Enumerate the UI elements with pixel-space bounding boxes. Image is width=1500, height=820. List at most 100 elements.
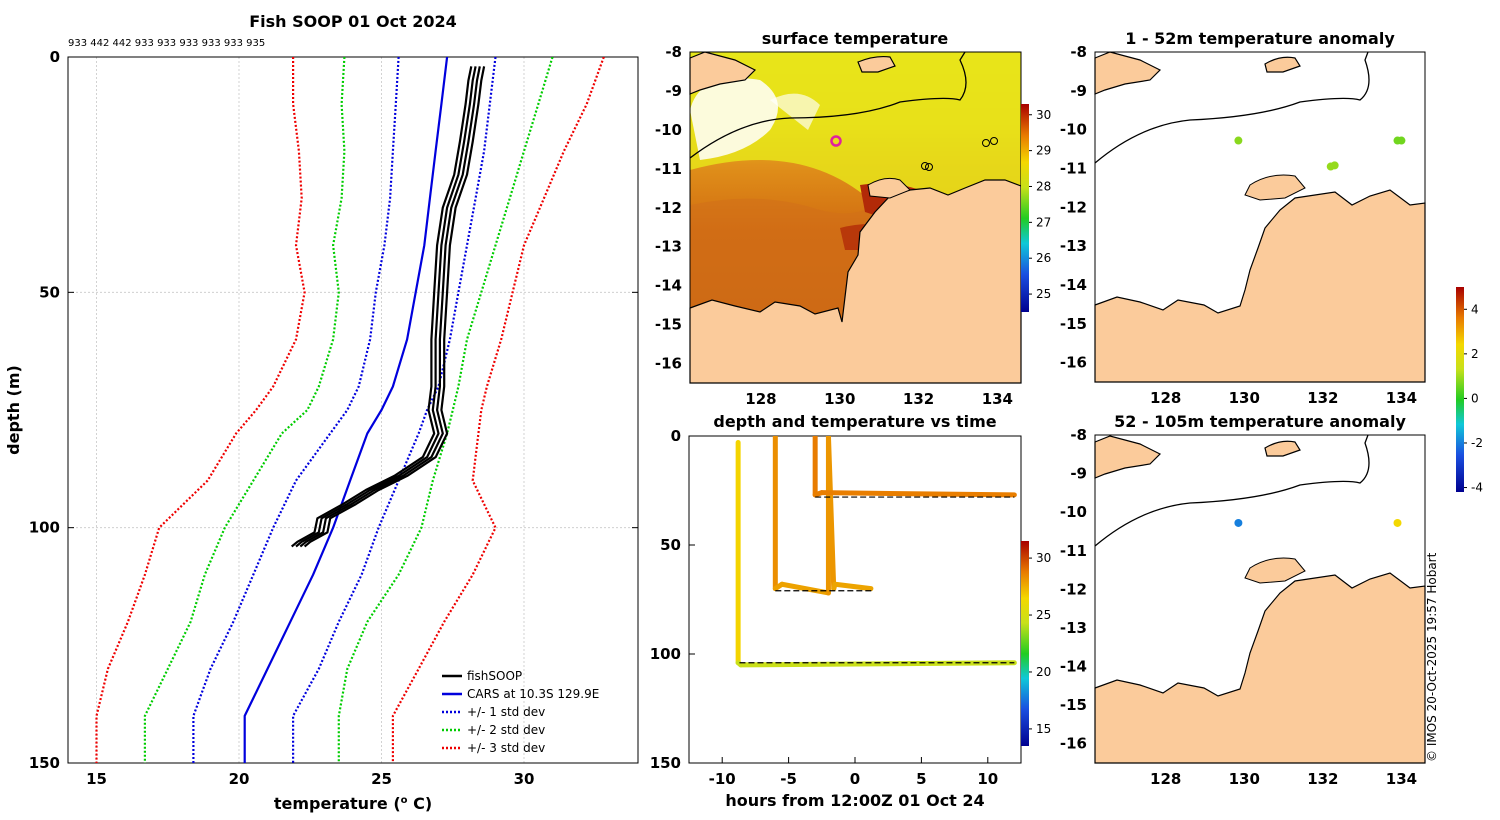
sst-land-island [857,55,896,73]
profile-std-line-lower [192,57,400,763]
sst-contour-blob-2 [990,137,998,145]
anomaly-colorbar-tick-label: 0 [1471,391,1479,405]
anomaly-upper-land-timor [1094,51,1162,95]
profile-std-line-upper [337,57,554,763]
profile-cars-line [243,57,449,763]
anomaly-upper-ytick-label: -16 [1060,354,1087,372]
time-depth-track-segment [825,436,837,592]
anomaly-upper-box [1094,51,1426,383]
anomaly-upper-ytick-label: -14 [1060,276,1087,294]
anomaly-lower-shelf-contour [1094,434,1370,547]
anomaly-upper-point [1330,161,1339,170]
time-depth-ytick-label: 100 [650,645,681,663]
anomaly-upper-point [1397,136,1406,145]
sst-ytick-label: -16 [655,355,682,373]
anomaly-lower-xtick-label: 134 [1386,770,1417,788]
profile-fishsoop-line [291,66,473,548]
time-depth-track-segment [832,581,874,592]
sst-xtick-label: 130 [824,390,855,408]
anomaly-colorbar-tick-label: 2 [1471,347,1479,361]
time-depth-xtick-label: -5 [780,770,797,788]
anomaly-upper-ticks: 128 130 132 134 -8 -9 -10 -11 -12 -13 -14 -15 -16 [1060,43,1417,407]
anomaly-upper-ytick-label: -9 [1070,82,1087,100]
profile-subtitle: 933 442 442 933 933 933 933 933 935 [68,38,265,49]
profile-xlabel: temperature (o C) [274,794,432,813]
anomaly-colorbar [1456,287,1464,492]
anomaly-lower-xtick-label: 128 [1150,770,1181,788]
anomaly-lower-land-mainland [1094,572,1426,764]
time-depth-xtick-label: 5 [916,770,926,788]
legend-label-3std: +/- 3 std dev [467,741,545,755]
profile-std-line-lower [95,57,306,763]
anomaly-colorbar-tick-label: -4 [1471,481,1483,495]
anomaly-upper-ytick-label: -8 [1070,43,1087,61]
anomaly-upper-ytick-label: -11 [1060,159,1087,177]
anomaly-lower-ytick-label: -12 [1060,580,1087,598]
anomaly-lower-ytick-label: -10 [1060,503,1087,521]
time-depth-tracks [735,436,1017,668]
sst-contour-blob [982,139,990,147]
time-depth-colorbar-tick-label: 25 [1036,608,1051,622]
legend-label-fishsoop: fishSOOP [467,669,522,683]
anomaly-lower-ticks: 128 130 132 134 -8 -9 -10 -11 -12 -13 -14 -15 -16 [1060,426,1417,788]
anomaly-lower-title: 52 - 105m temperature anomaly [1114,412,1406,431]
sst-ytick-label: -8 [665,43,682,61]
sst-ytick-label: -15 [655,316,682,334]
anomaly-upper-point [1234,136,1243,145]
anomaly-upper-ytick-label: -15 [1060,315,1087,333]
anomaly-colorbar-tick-label: 4 [1471,302,1479,316]
sst-colorbar-tick-label: 28 [1036,179,1051,193]
time-depth-xtick-label: 0 [850,770,860,788]
time-depth-ytick-label: 150 [650,754,681,772]
profile-ytick-label: 100 [29,519,60,537]
sst-vessel-marker [830,135,842,147]
credit-text: © IMOS 20-Oct-2025 19:57 Hobart [1425,552,1439,762]
profile-fishsoop-line [295,66,477,548]
anomaly-lower-ytick-label: -8 [1070,426,1087,444]
time-depth-xtick-label: -10 [709,770,736,788]
time-depth-colorbar-tick-label: 30 [1036,551,1051,565]
anomaly-upper-panel: 1 - 52m temperature anomaly 128 130 132 134… [1060,29,1426,407]
sst-colorbar-tick-label: 25 [1036,287,1051,301]
time-depth-colorbar-ticks: 15 20 25 30 [1029,551,1051,736]
sst-ytick-label: -9 [665,82,682,100]
sst-ytick-label: -11 [655,160,682,178]
sst-ytick-label: -13 [655,238,682,256]
anomaly-upper-ytick-label: -12 [1060,198,1087,216]
profile-std-line-lower [143,57,346,763]
anomaly-colorbar-tick-label: -2 [1471,436,1483,450]
profile-std-line-upper [391,57,605,763]
anomaly-upper-land-mainland [1094,189,1426,383]
profile-xtick-label: 25 [371,770,392,788]
time-depth-xlabel: hours from 12:00Z 01 Oct 24 [725,791,984,810]
time-depth-colorbar [1021,541,1029,746]
time-depth-xtick-label: 10 [977,770,998,788]
anomaly-lower-ytick-label: -16 [1060,735,1087,753]
time-depth-ytick-label: 0 [671,427,681,445]
anomaly-lower-ytick-label: -11 [1060,542,1087,560]
anomaly-lower-ytick-label: -9 [1070,465,1087,483]
sst-xtick-label: 134 [982,390,1013,408]
profile-fishsoop-line [299,66,481,548]
anomaly-upper-ytick-label: -13 [1060,237,1087,255]
time-depth-track-segment [819,490,1017,498]
time-depth-colorbar-tick-label: 15 [1036,722,1051,736]
profile-ticks: 15 20 25 30 0 50 100 150 [29,48,638,788]
sst-colorbar-tick-label: 30 [1036,108,1051,122]
anomaly-upper-xtick-label: 128 [1150,389,1181,407]
profile-xtick-label: 30 [514,770,535,788]
sst-colorbar-tick-label: 26 [1036,251,1051,265]
profile-panel: Fish SOOP 01 Oct 2024 933 442 442 933 93… [4,12,639,813]
sst-ytick-label: -14 [655,277,682,295]
time-depth-panel: depth and temperature vs time -10 -5 0 5 100… [650,412,1052,810]
sst-land-mainland [689,179,1022,384]
anomaly-upper-land-melville [1244,174,1306,201]
anomaly-colorbar-ticks: -4 -2 0 2 4 [1464,302,1483,495]
sst-shelf-contour [689,51,967,159]
anomaly-lower-box [1094,434,1426,764]
time-depth-ytick-label: 50 [660,536,681,554]
anomaly-lower-land-timor [1094,435,1162,479]
profile-xtick-label: 15 [86,770,107,788]
legend-label-1std: +/- 1 std dev [467,705,545,719]
